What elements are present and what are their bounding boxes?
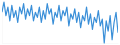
plot-area: [2, 2, 118, 43]
chart: [0, 0, 120, 45]
series-line: [2, 2, 118, 43]
x-axis: [3, 43, 119, 44]
axis-line: [3, 43, 119, 44]
